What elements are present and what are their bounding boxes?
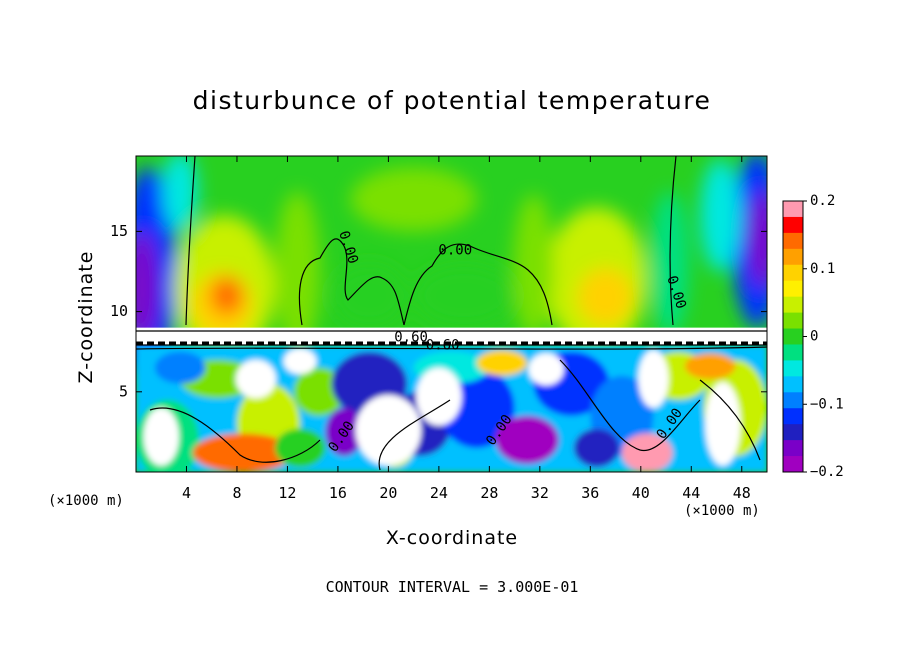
x-tick-label: 8 [232, 484, 241, 502]
contour-line [403, 243, 553, 326]
field-patch [495, 415, 559, 464]
field-patch [413, 263, 515, 328]
colorbar-swatch [783, 201, 803, 218]
contour-line [185, 156, 196, 326]
field-patch [638, 350, 669, 408]
colorbar-swatch [783, 248, 803, 266]
x-tick-label: 16 [329, 484, 347, 502]
field-patch [235, 359, 277, 399]
colorbar-swatch [783, 344, 803, 361]
plot-frame [135, 155, 768, 473]
field-patch [705, 382, 741, 466]
y-tick-label: 10 [110, 302, 128, 320]
field-patch [684, 353, 736, 379]
field-patch [621, 433, 673, 472]
field-patch [154, 351, 206, 384]
colorbar-swatch [783, 232, 803, 250]
field-patch [325, 407, 364, 456]
contour-line [699, 379, 761, 461]
colorbar-swatch [783, 360, 803, 377]
contour-line [136, 346, 767, 350]
turbulent-layer [136, 345, 767, 472]
temperature-field [136, 156, 767, 472]
field-patch [700, 159, 741, 272]
x-tick-label: 36 [581, 484, 599, 502]
smooth-upper-field [136, 156, 767, 376]
colorbar-swatch [783, 408, 803, 425]
contour-label: 0.60 [394, 329, 428, 345]
colorbar-swatch [783, 264, 803, 282]
colorbar-swatch [783, 424, 803, 441]
colorbar-tick-label: 0.1 [810, 261, 835, 277]
field-patch [293, 367, 345, 416]
contour-interval-note: CONTOUR INTERVAL = 3.000E-01 [325, 578, 579, 596]
x-tick-label: 12 [278, 484, 296, 502]
colorbar-swatch [783, 216, 803, 234]
x-axis: 4 8 12 16 20 24 28 32 36 40 44 48 [182, 156, 751, 502]
field-patch [577, 268, 634, 327]
contour-line [149, 407, 321, 463]
x-tick-label: 4 [182, 484, 191, 502]
field-patch [331, 263, 408, 328]
y-axis: 5 10 15 [110, 222, 767, 400]
x-axis-label: X-coordinate [385, 527, 519, 549]
z-unit-label: (×1000 m) [48, 493, 124, 509]
colorbar-tick-label: −0.2 [810, 464, 844, 480]
field-patch [136, 231, 158, 344]
field-patch [274, 191, 321, 352]
colorbar-swatch [783, 296, 803, 314]
inversion-layer [136, 327, 767, 346]
contour-label: 0.00 [438, 243, 472, 259]
colorbar-swatch [783, 312, 803, 330]
y-tick-label: 5 [119, 382, 128, 400]
field-patch [573, 428, 620, 468]
x-tick-label: 28 [480, 484, 498, 502]
contour-line [378, 399, 451, 471]
field-patch [355, 395, 422, 466]
contour-label: 0.60 [426, 337, 460, 353]
field-patch [274, 428, 326, 468]
colorbar-swatch [783, 280, 803, 298]
colorbar-tick-label: 0 [810, 329, 818, 345]
contour-line [669, 156, 677, 326]
field-patch [749, 191, 767, 288]
x-tick-label: 40 [632, 484, 650, 502]
contour-line [559, 359, 701, 451]
field-patch [162, 156, 198, 232]
y-tick-label: 15 [110, 222, 128, 240]
field-patch [143, 407, 179, 466]
colorbar: 0.2 0.1 0 −0.1 −0.2 [782, 193, 844, 480]
x-tick-label: 24 [430, 484, 448, 502]
colorbar-swatch [783, 328, 803, 345]
colorbar-swatch [783, 392, 803, 409]
colorbar-tick-label: −0.1 [810, 396, 844, 412]
x-tick-label: 44 [682, 484, 700, 502]
field-patch [528, 353, 564, 386]
colorbar-swatch [783, 376, 803, 393]
contour-lines [136, 156, 767, 471]
colorbar-tick-label: 0.2 [810, 193, 835, 209]
x-tick-label: 32 [531, 484, 549, 502]
field-patch [416, 367, 462, 426]
field-patch [476, 350, 528, 376]
x-tick-label: 20 [379, 484, 397, 502]
contour-line [298, 238, 405, 326]
field-patch [513, 194, 554, 339]
field-patch [210, 276, 244, 315]
field-patch [283, 348, 317, 375]
field-patch [350, 167, 477, 232]
x-unit-label: (×1000 m) [684, 503, 760, 519]
colorbar-swatch [783, 456, 803, 473]
x-tick-label: 48 [733, 484, 751, 502]
colorbar-swatch [783, 440, 803, 457]
chart-title: disturbunce of potential temperature [192, 86, 712, 115]
